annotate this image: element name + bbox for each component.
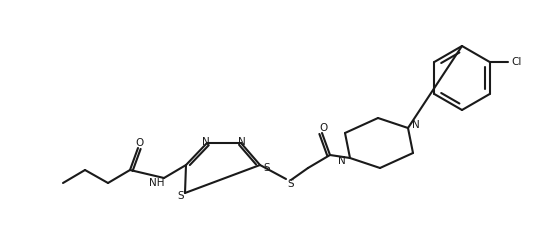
Text: S: S: [263, 163, 270, 173]
Text: S: S: [287, 179, 294, 189]
Text: O: O: [319, 123, 327, 133]
Text: N: N: [238, 137, 246, 147]
Text: O: O: [135, 138, 143, 148]
Text: N: N: [412, 120, 420, 130]
Text: Cl: Cl: [511, 57, 522, 67]
Text: NH: NH: [149, 178, 165, 188]
Text: N: N: [202, 137, 210, 147]
Text: S: S: [178, 191, 184, 201]
Text: N: N: [338, 156, 346, 166]
